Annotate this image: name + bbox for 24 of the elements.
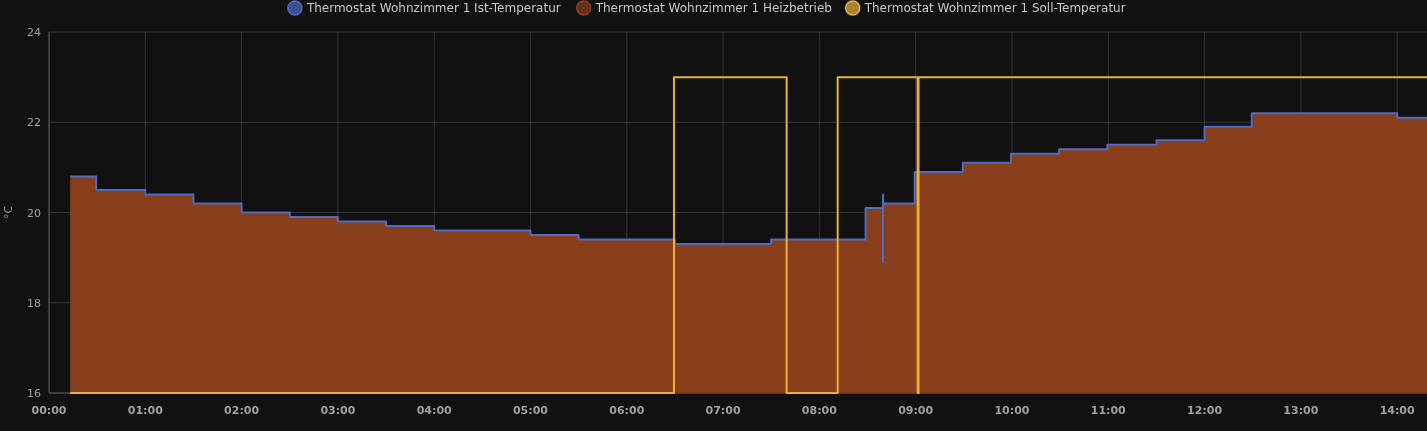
x-tick-label: 10:00 <box>994 404 1030 417</box>
x-tick-label: 03:00 <box>320 404 356 417</box>
x-tick-label: 05:00 <box>512 404 549 417</box>
y-tick-label: 24 <box>27 26 41 39</box>
x-tick-label: 06:00 <box>609 404 645 417</box>
y-tick-label: 22 <box>27 116 41 130</box>
x-tick-label: 04:00 <box>416 404 453 417</box>
x-tick-label: 09:00 <box>898 404 934 417</box>
legend-label: Thermostat Wohnzimmer 1 Soll-Temperatur <box>863 1 1126 15</box>
x-tick-label: 00:00 <box>31 404 67 417</box>
y-tick-label: 20 <box>27 206 41 220</box>
x-tick-label: 01:00 <box>127 404 164 417</box>
x-tick-label: 14:00 <box>1379 404 1415 417</box>
x-tick-label: 07:00 <box>705 404 741 417</box>
x-tick-label: 13:00 <box>1283 404 1319 417</box>
y-tick-label: 18 <box>27 296 41 310</box>
x-tick-label: 02:00 <box>224 404 260 417</box>
y-tick-label: 16 <box>27 387 41 400</box>
x-tick-label: 08:00 <box>801 404 838 417</box>
x-tick-label: 12:00 <box>1187 404 1223 417</box>
x-tick-label: 11:00 <box>1090 404 1127 417</box>
legend-label: Thermostat Wohnzimmer 1 Ist-Temperatur <box>305 1 561 15</box>
legend-label: Thermostat Wohnzimmer 1 Heizbetrieb <box>594 1 832 15</box>
y-axis-title: °C <box>2 205 15 220</box>
